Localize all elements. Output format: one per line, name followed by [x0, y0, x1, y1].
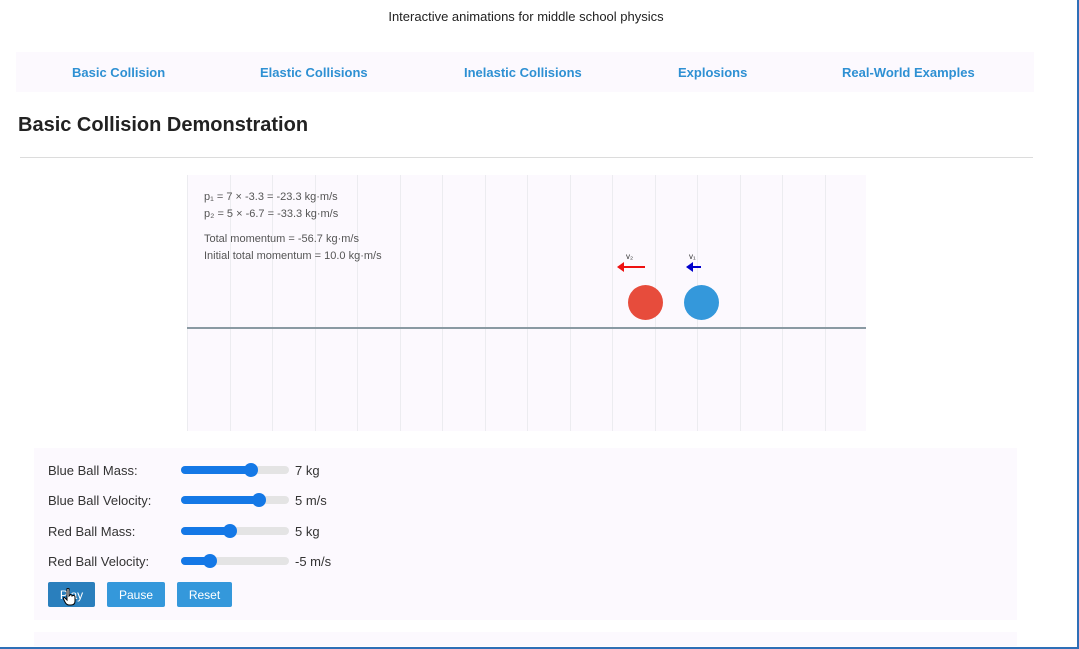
red-mass-slider[interactable] [181, 524, 289, 538]
nav-elastic-collisions[interactable]: Elastic Collisions [260, 65, 368, 80]
footer-panel [34, 632, 1017, 646]
window-border-right [1077, 0, 1079, 649]
page-title: Basic Collision Demonstration [18, 114, 309, 136]
total-momentum-readout: Total momentum = -56.7 kg·m/s [204, 233, 359, 245]
nav-inelastic-collisions[interactable]: Inelastic Collisions [464, 65, 582, 80]
grid-line [825, 175, 826, 431]
controls-panel: Blue Ball Mass: 7 kg Blue Ball Velocity:… [34, 448, 1017, 620]
nav-real-world-examples[interactable]: Real-World Examples [842, 65, 975, 80]
blue-mass-slider[interactable] [181, 463, 289, 477]
grid-line [315, 175, 316, 431]
blue-velocity-value: 5 m/s [295, 493, 327, 508]
blue-velocity-arrow-icon [686, 262, 701, 272]
blue-mass-label: Blue Ball Mass: [48, 463, 138, 478]
nav-explosions[interactable]: Explosions [678, 65, 748, 80]
collision-track [187, 327, 866, 329]
slider-fill [181, 527, 230, 535]
grid-line [527, 175, 528, 431]
grid-line [230, 175, 231, 431]
red-velocity-slider[interactable] [181, 554, 289, 568]
red-velocity-value: -5 m/s [295, 554, 332, 569]
blue-ball [684, 285, 719, 320]
slider-thumb[interactable] [244, 463, 259, 477]
grid-line [400, 175, 401, 431]
v1-label: v₁ [689, 252, 696, 261]
momentum-p2-readout: p₂ = 5 × -6.7 = -33.3 kg·m/s [204, 208, 339, 220]
slider-fill [181, 557, 211, 565]
slider-thumb[interactable] [222, 524, 237, 538]
reset-button[interactable]: Reset [177, 582, 232, 607]
blue-mass-value: 7 kg [295, 463, 320, 478]
red-velocity-arrow-icon [617, 262, 645, 272]
slider-thumb[interactable] [251, 493, 266, 507]
v2-label: v₂ [626, 252, 634, 261]
blue-velocity-label: Blue Ball Velocity: [48, 493, 152, 508]
slider-fill [181, 466, 252, 474]
collision-canvas: p₁ = 7 × -3.3 = -23.3 kg·m/s p₂ = 5 × -6… [187, 175, 866, 431]
momentum-p1-readout: p₁ = 7 × -3.3 = -23.3 kg·m/s [204, 191, 338, 203]
red-mass-value: 5 kg [295, 524, 320, 539]
hand-cursor-icon [63, 588, 76, 606]
grid-line [612, 175, 613, 431]
topic-nav: Basic Collision Elastic Collisions Inela… [16, 52, 1034, 92]
red-velocity-label: Red Ball Velocity: [48, 554, 150, 569]
title-divider [20, 157, 1033, 158]
grid-line [740, 175, 741, 431]
grid-line [187, 175, 188, 431]
window-border-bottom [0, 647, 1079, 649]
grid-line [485, 175, 486, 431]
red-mass-label: Red Ball Mass: [48, 524, 136, 539]
grid-line [782, 175, 783, 431]
slider-thumb[interactable] [203, 554, 218, 568]
nav-basic-collision[interactable]: Basic Collision [72, 65, 166, 80]
page-subtitle: Interactive animations for middle school… [388, 9, 664, 24]
grid-line [570, 175, 571, 431]
slider-fill [181, 496, 259, 504]
blue-velocity-slider[interactable] [181, 493, 289, 507]
grid-line [442, 175, 443, 431]
grid-line [272, 175, 273, 431]
grid-line [357, 175, 358, 431]
initial-momentum-readout: Initial total momentum = 10.0 kg·m/s [204, 250, 382, 262]
pause-button[interactable]: Pause [107, 582, 165, 607]
red-ball [628, 285, 663, 320]
